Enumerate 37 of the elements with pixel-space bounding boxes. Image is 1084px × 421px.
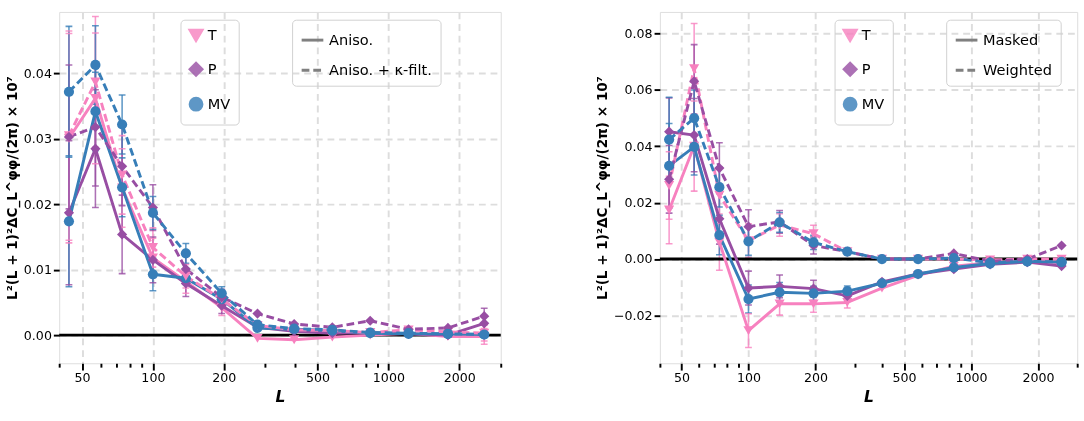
annotation: Masked	[983, 30, 1039, 48]
y-tick-label: −0.02	[613, 307, 653, 323]
legend-label: MV	[861, 95, 885, 113]
x-tick-label: 2000	[443, 370, 476, 386]
y-tick-label: 0.00	[624, 251, 653, 267]
legend-label: T	[206, 26, 217, 44]
y-tick-label: 0.00	[23, 327, 52, 343]
y-tick-label: 0.02	[23, 196, 52, 212]
annotation: Aniso.	[328, 30, 374, 48]
y-tick-label: 0.03	[23, 131, 52, 147]
x-tick-label: 100	[736, 370, 761, 386]
x-axis-title: L	[275, 387, 286, 406]
legend-label: T	[860, 26, 871, 44]
x-tick-label: 50	[74, 370, 91, 386]
y-axis-title: L²(L + 1)²ΔC_L^φφ/(2π) × 10⁷	[4, 76, 22, 300]
x-tick-label: 200	[803, 370, 828, 386]
x-tick-label: 500	[892, 370, 917, 386]
y-tick-label: 0.06	[624, 82, 653, 98]
x-tick-label: 200	[212, 370, 237, 386]
annotation: Weighted	[983, 61, 1052, 79]
x-tick-label: 1000	[955, 370, 988, 386]
y-tick-label: 0.02	[624, 195, 653, 211]
x-tick-label: 500	[305, 370, 331, 386]
x-axis-title: L	[864, 387, 874, 406]
y-axis-title: L²(L + 1)²ΔC_L^φφ/(2π) × 10⁷	[594, 76, 612, 300]
x-tick-label: 2000	[1022, 370, 1055, 386]
y-tick-label: 0.04	[23, 65, 52, 81]
legend-label: MV	[207, 95, 231, 113]
legend-label: P	[861, 60, 871, 78]
y-tick-label: 0.04	[624, 138, 653, 154]
x-tick-label: 50	[673, 370, 690, 386]
x-tick-label: 1000	[372, 370, 405, 386]
y-tick-label: 0.01	[23, 262, 52, 278]
x-tick-label: 100	[141, 370, 166, 386]
y-tick-label: 0.08	[624, 26, 653, 42]
annotation: Aniso. + κ-filt.	[328, 61, 432, 79]
legend-label: P	[207, 60, 217, 78]
